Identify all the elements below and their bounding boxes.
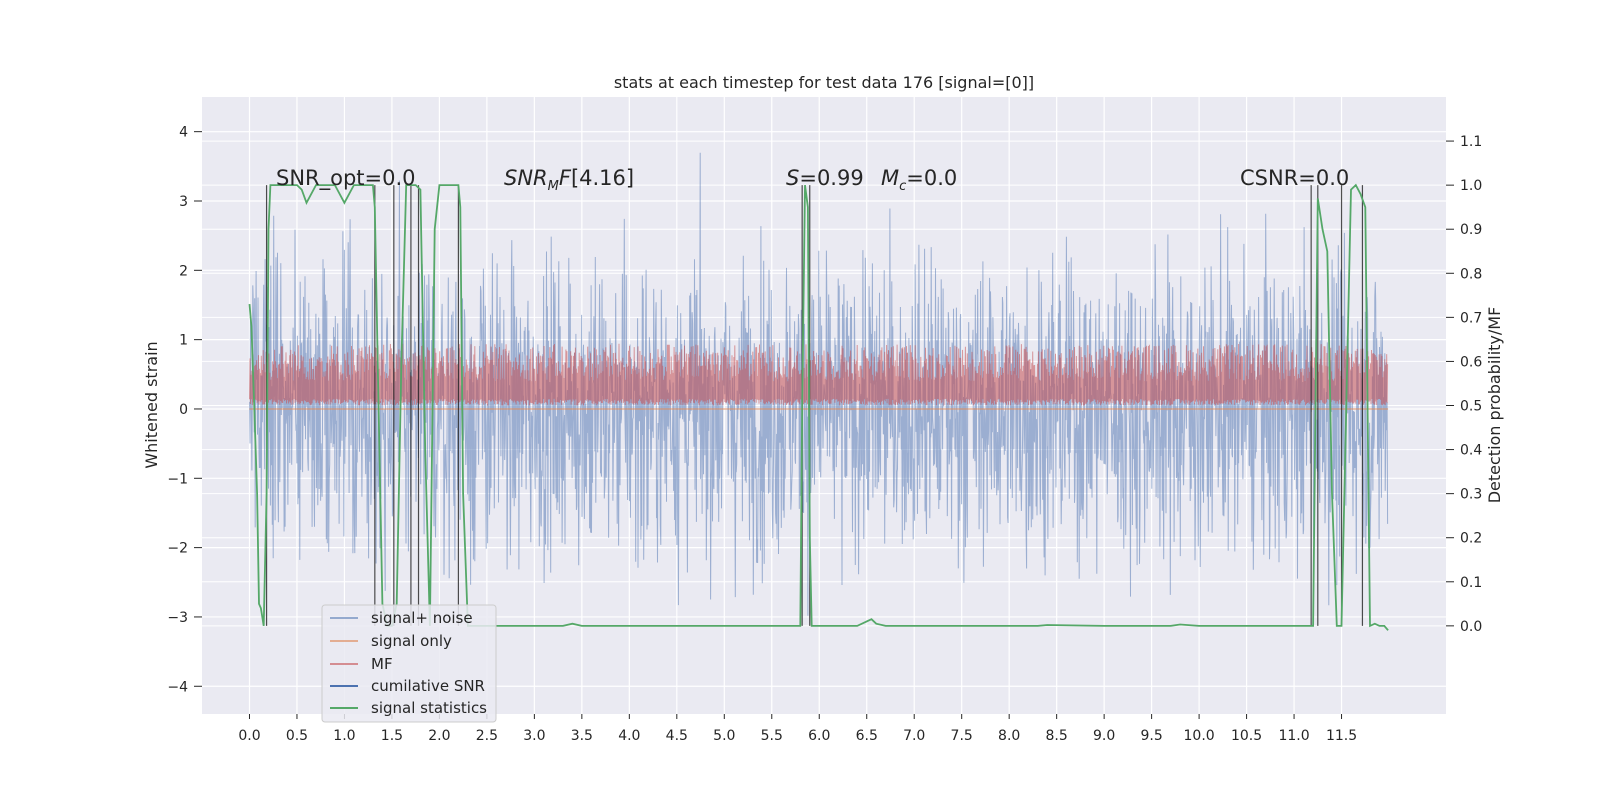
x-tick-label: 7.0 xyxy=(903,728,925,744)
annotation-csnr: CSNR=0.0 xyxy=(1240,166,1349,190)
y-tick-label-left: −4 xyxy=(167,679,188,695)
y-tick-label-left: 0 xyxy=(179,402,188,418)
legend-label: MF xyxy=(371,655,393,673)
legend-label: signal only xyxy=(371,632,452,650)
legend: signal+ noise signal only MF cumilative … xyxy=(321,604,497,723)
y-tick-label-right: 0.0 xyxy=(1460,619,1482,635)
x-tick-label: 11.0 xyxy=(1278,728,1309,744)
x-tick-label: 8.0 xyxy=(998,728,1020,744)
y-tick-label-left: −1 xyxy=(167,471,188,487)
series-mf xyxy=(249,343,1389,406)
x-tick-label: 6.5 xyxy=(856,728,878,744)
x-tick-label: 9.5 xyxy=(1140,728,1162,744)
legend-item-signal-statistics: signal statistics xyxy=(330,699,487,717)
legend-item-signal-noise: signal+ noise xyxy=(330,609,473,627)
x-tick-label: 3.0 xyxy=(523,728,545,744)
y-tick-label-right: 0.1 xyxy=(1460,575,1482,591)
annotation-snr-opt: SNR_opt=0.0 xyxy=(276,166,416,191)
x-tick-label: 10.0 xyxy=(1184,728,1215,744)
x-tick-label: 7.5 xyxy=(951,728,973,744)
x-tick-label: 4.5 xyxy=(666,728,688,744)
y-tick-label-left: 3 xyxy=(179,194,188,210)
y-tick-label-right: 0.6 xyxy=(1460,354,1482,370)
annotation-mc: Mc=0.0 xyxy=(881,166,957,194)
legend-item-signal-only: signal only xyxy=(330,632,452,650)
y-tick-label-left: 4 xyxy=(179,125,188,141)
y-axis-label-right: Detection probability/MF xyxy=(1485,307,1504,504)
x-tick-label: 2.0 xyxy=(428,728,450,744)
y-tick-label-left: 1 xyxy=(179,333,188,349)
y-tick-label-right: 0.8 xyxy=(1460,266,1482,282)
series-signal-statistics xyxy=(248,183,1389,631)
y-tick-label-left: −2 xyxy=(167,541,188,557)
x-tick-label: 3.5 xyxy=(571,728,593,744)
annotation-mc-value: =0.0 xyxy=(906,166,957,190)
x-tick-label: 10.5 xyxy=(1231,728,1262,744)
x-tick-label: 5.0 xyxy=(713,728,735,744)
y-tick-label-left: 2 xyxy=(179,263,188,279)
y-tick-label-right: 0.9 xyxy=(1460,222,1482,238)
x-tick-label: 6.0 xyxy=(808,728,830,744)
x-tick-label: 9.0 xyxy=(1093,728,1115,744)
y-tick-label-right: 1.0 xyxy=(1460,178,1482,194)
x-tick-label: 0.5 xyxy=(286,728,308,744)
x-tick-label: 0.0 xyxy=(238,728,260,744)
x-tick-label: 1.0 xyxy=(333,728,355,744)
x-tick-label: 1.5 xyxy=(381,728,403,744)
x-tick-label: 4.0 xyxy=(618,728,640,744)
y-tick-label-right: 0.3 xyxy=(1460,487,1482,503)
legend-label: cumilative SNR xyxy=(371,677,485,695)
legend-box xyxy=(321,604,497,723)
y-tick-label-right: 0.7 xyxy=(1460,310,1482,326)
series-signal-noise xyxy=(249,152,1389,616)
x-tick-label: 8.5 xyxy=(1046,728,1068,744)
y-axis-label-left: Whitened strain xyxy=(142,341,161,468)
y-tick-label-right: 0.4 xyxy=(1460,443,1482,459)
x-tick-label: 5.5 xyxy=(761,728,783,744)
annotation-s: S=0.99 xyxy=(786,166,864,190)
annotations: SNR_opt=0.0 SNRMF[4.16] S=0.99 Mc=0.0 CS… xyxy=(276,166,1349,194)
data-layer xyxy=(248,152,1389,631)
axes: 0.0 0.5 1.0 1.5 2.0 2.5 3.0 3.5 4.0 4.5 5.0 5.5 6.0 6… xyxy=(167,125,1482,744)
annotation-snr-mf: SNRMF[4.16] xyxy=(504,166,634,194)
annotation-s-value: =0.99 xyxy=(799,166,863,190)
legend-label: signal+ noise xyxy=(371,609,473,627)
legend-label: signal statistics xyxy=(371,699,487,717)
legend-item-mf: MF xyxy=(330,655,393,673)
x-tick-label: 11.5 xyxy=(1326,728,1357,744)
y-tick-label-right: 0.5 xyxy=(1460,399,1482,415)
y-tick-label-right: 0.2 xyxy=(1460,531,1482,547)
annotation-snr-mf-value: [4.16] xyxy=(571,166,634,190)
x-tick-label: 2.5 xyxy=(476,728,498,744)
chart-title: stats at each timestep for test data 176… xyxy=(614,73,1034,92)
y-tick-label-left: −3 xyxy=(167,610,188,626)
y-tick-label-right: 1.1 xyxy=(1460,134,1482,150)
legend-item-cumilative-snr: cumilative SNR xyxy=(330,677,485,695)
